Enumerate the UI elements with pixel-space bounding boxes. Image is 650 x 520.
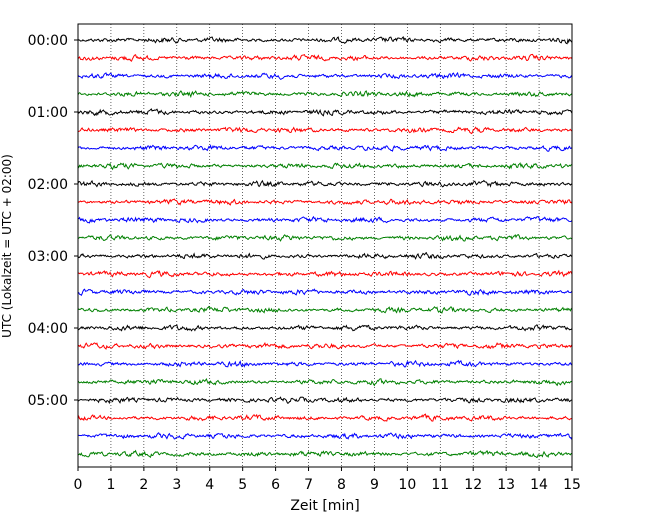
seismogram-trace — [77, 179, 573, 188]
seismogram-trace — [77, 198, 573, 206]
seismogram-trace — [77, 449, 573, 459]
x-tick-label: 5 — [238, 477, 247, 493]
seismogram-trace — [77, 53, 573, 62]
plot-area-frame — [77, 23, 573, 468]
seismogram-trace — [77, 251, 573, 260]
x-tick-label: 7 — [304, 477, 313, 493]
x-tick-label: 12 — [464, 477, 482, 493]
x-tick-label: 14 — [530, 477, 548, 493]
x-tick-label: 3 — [172, 477, 181, 493]
seismogram-trace — [77, 413, 573, 422]
x-tick-label: 0 — [74, 477, 83, 493]
y-tick-label: 05:00 — [28, 393, 68, 409]
x-tick-label: 2 — [139, 477, 148, 493]
seismogram-trace — [77, 288, 573, 297]
x-axis-label: Zeit [min] — [290, 498, 359, 514]
y-tick-label: 04:00 — [28, 321, 68, 337]
x-grid — [110, 24, 540, 467]
x-tick-label: 4 — [205, 477, 214, 493]
seismogram-trace — [77, 108, 573, 117]
y-ticks: 00:00 01:00 02:00 03:00 04:00 05:00 — [28, 33, 78, 409]
seismogram-trace — [77, 396, 573, 405]
y-tick-label: 02:00 — [28, 177, 68, 193]
x-tick-label: 9 — [370, 477, 379, 493]
seismogram-trace — [77, 144, 573, 152]
x-ticks: 0 1 2 3 4 5 6 7 8 9 10 11 12 13 14 15 — [74, 467, 581, 493]
seismogram-trace — [77, 90, 573, 99]
y-tick-label: 00:00 — [28, 33, 68, 49]
x-tick-label: 11 — [431, 477, 449, 493]
traces-group — [77, 36, 573, 459]
y-axis-label: UTC (Lokalzeit = UTC + 02:00) — [0, 154, 14, 338]
seismogram-trace — [77, 378, 573, 387]
seismogram-trace — [77, 234, 573, 242]
seismogram-trace — [77, 359, 573, 368]
x-tick-label: 6 — [271, 477, 280, 493]
x-tick-label: 8 — [337, 477, 346, 493]
x-tick-label: 13 — [497, 477, 515, 493]
seismogram-trace — [77, 269, 573, 279]
seismogram-trace — [77, 432, 573, 440]
x-tick-label: 1 — [106, 477, 115, 493]
y-tick-label: 03:00 — [28, 249, 68, 265]
seismogram-trace — [77, 342, 573, 350]
seismogram-trace — [77, 215, 573, 224]
seismogram-trace — [77, 305, 573, 314]
seismogram-trace — [77, 36, 573, 45]
seismogram-trace — [77, 71, 573, 80]
seismogram-trace — [77, 126, 573, 135]
x-tick-label: 15 — [563, 477, 581, 493]
seismogram-trace — [77, 162, 573, 171]
seismogram-trace — [77, 323, 573, 332]
x-tick-label: 10 — [398, 477, 416, 493]
y-tick-label: 01:00 — [28, 105, 68, 121]
